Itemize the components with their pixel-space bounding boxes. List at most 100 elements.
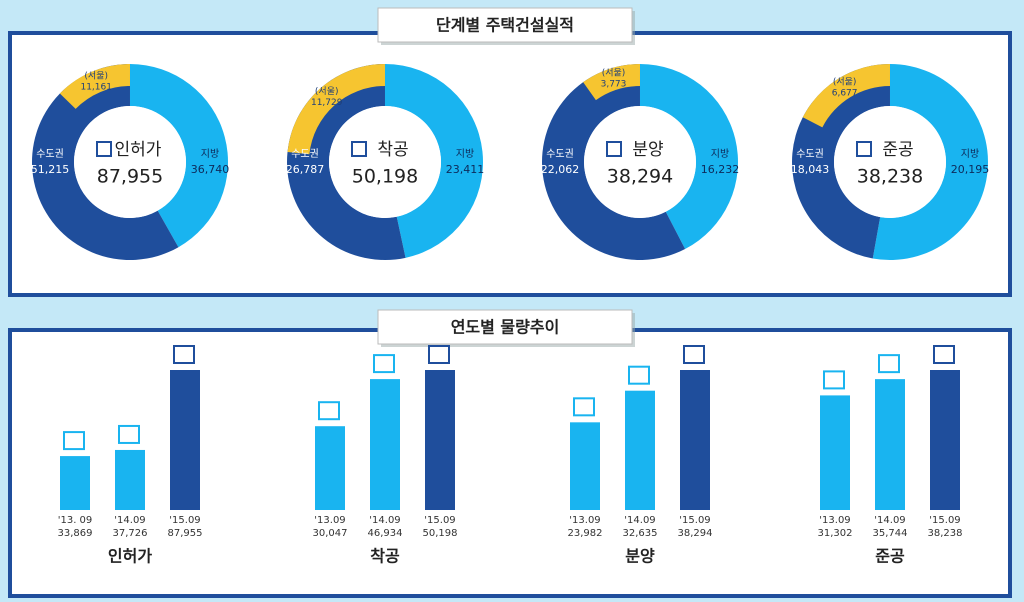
seoul-value: 6,677	[832, 88, 858, 98]
donut-value: 20,195	[951, 163, 990, 176]
donut-value: 22,062	[541, 163, 580, 176]
bottom-panel	[8, 328, 1012, 598]
bar-icon	[373, 354, 395, 374]
bar	[570, 422, 600, 510]
seoul-label: (서울)	[84, 70, 108, 81]
value-label: 23,982	[568, 528, 603, 539]
bar-icon	[878, 354, 900, 374]
bar-icon	[318, 401, 340, 421]
seoul-label: (서울)	[602, 68, 626, 79]
section-title: 연도별 물량추이	[451, 318, 560, 337]
donut-center	[74, 106, 186, 218]
donut-value: 26,787	[286, 163, 325, 176]
donut-segment	[640, 64, 738, 250]
section-title: 단계별 주택건설실적	[436, 16, 574, 35]
seoul-segment	[59, 64, 130, 109]
donut-title: 착공	[377, 140, 408, 160]
donut-title: 인허가	[115, 140, 162, 160]
x-tick-label: '15.09	[679, 515, 710, 526]
bar	[875, 379, 905, 510]
bar-icon	[118, 424, 140, 444]
stage-icon	[96, 141, 112, 157]
bar-icon	[933, 345, 955, 364]
donut-title: 준공	[882, 140, 913, 160]
donut-value: 23,411	[446, 163, 485, 176]
x-tick-label: '13. 09	[58, 515, 93, 526]
x-tick-label: '13.09	[314, 515, 345, 526]
bar	[370, 379, 400, 510]
seoul-value: 11,729	[311, 98, 343, 108]
donut-total: 38,294	[607, 166, 673, 188]
x-tick-label: '15.09	[424, 515, 455, 526]
x-tick-label: '14.09	[369, 515, 400, 526]
stage-icon	[606, 141, 622, 157]
x-tick-label: '15.09	[169, 515, 200, 526]
stage-icon	[351, 141, 367, 157]
bar	[315, 426, 345, 510]
seoul-value: 11,161	[80, 82, 112, 92]
bar-icon	[683, 345, 705, 364]
bar	[930, 370, 960, 510]
value-label: 37,726	[113, 528, 148, 539]
bar-icon	[63, 431, 85, 451]
seoul-segment	[287, 64, 385, 155]
donut-category: 수도권	[796, 148, 824, 160]
seoul-label: (서울)	[315, 86, 339, 97]
bar-title: 분양	[625, 547, 655, 566]
donut-total: 38,238	[857, 166, 923, 188]
header-box	[377, 7, 633, 43]
donut-segment	[385, 64, 484, 258]
value-label: 50,198	[423, 528, 458, 539]
bar-icon	[173, 345, 195, 364]
donut-category: 지방	[961, 148, 979, 160]
value-label: 87,955	[168, 528, 203, 539]
value-label: 31,302	[818, 528, 853, 539]
donut-total: 50,198	[352, 166, 418, 188]
x-tick-label: '14.09	[624, 515, 655, 526]
x-tick-label: '13.09	[569, 515, 600, 526]
value-label: 32,635	[623, 528, 658, 539]
donut-segment	[32, 64, 179, 260]
donut-category: 수도권	[546, 148, 574, 160]
donut-center	[834, 106, 946, 218]
donut-segment	[130, 64, 229, 248]
header-box	[377, 309, 633, 345]
bar-title: 착공	[370, 547, 400, 566]
donut-segment	[541, 64, 686, 260]
bar-icon	[628, 365, 650, 385]
value-label: 30,047	[313, 528, 348, 539]
bar	[820, 395, 850, 510]
donut-center	[584, 106, 696, 218]
value-label: 38,294	[678, 528, 713, 539]
seoul-segment	[583, 64, 640, 101]
stage-icon	[856, 141, 872, 157]
donut-center	[329, 106, 441, 218]
donut-value: 51,215	[31, 163, 70, 176]
donut-value: 36,740	[191, 163, 230, 176]
donut-category: 수도권	[291, 148, 319, 160]
donut-value: 18,043	[791, 163, 830, 176]
bar-icon	[573, 397, 595, 417]
x-tick-label: '13.09	[819, 515, 850, 526]
donut-category: 지방	[201, 148, 219, 160]
seoul-segment	[802, 64, 890, 128]
bar	[170, 370, 200, 510]
donut-category: 지방	[456, 148, 474, 160]
bar-icon	[428, 345, 450, 364]
bar	[60, 456, 90, 510]
donut-title: 분양	[632, 140, 663, 160]
x-tick-label: '14.09	[114, 515, 145, 526]
donut-category: 수도권	[36, 148, 64, 160]
x-tick-label: '14.09	[874, 515, 905, 526]
value-label: 38,238	[928, 528, 963, 539]
value-label: 33,869	[58, 528, 93, 539]
donut-category: 지방	[711, 148, 729, 160]
value-label: 35,744	[873, 528, 908, 539]
donut-value: 16,232	[701, 163, 740, 176]
bar-icon	[823, 370, 845, 390]
x-tick-label: '15.09	[929, 515, 960, 526]
donut-total: 87,955	[97, 166, 163, 188]
value-label: 46,934	[368, 528, 403, 539]
